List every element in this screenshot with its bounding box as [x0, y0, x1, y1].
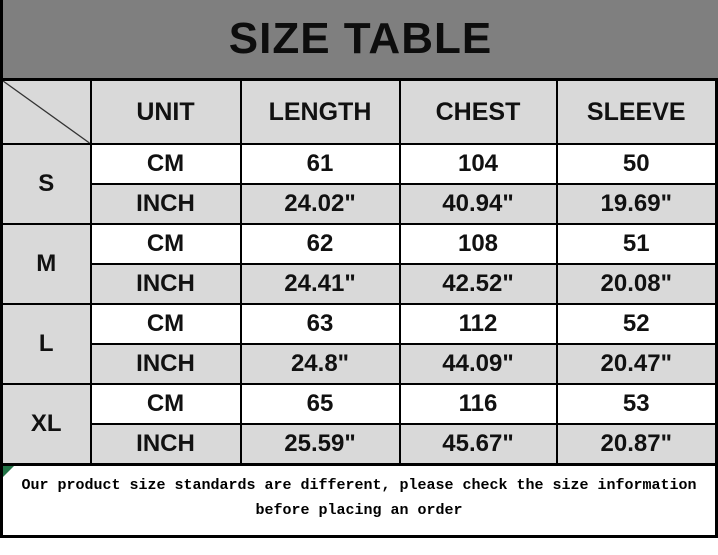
unit-cell: CM	[89, 303, 242, 345]
chest-cell: 44.09"	[398, 343, 558, 385]
title-band: SIZE TABLE	[0, 0, 718, 78]
size-label-s: S	[0, 143, 92, 225]
sleeve-cell: 50	[555, 143, 718, 185]
size-table: UNIT LENGTH CHEST SLEEVE S CM 61 104 50 …	[0, 78, 718, 466]
length-cell: 63	[239, 303, 401, 345]
note-line-1: Our product size standards are different…	[21, 477, 697, 494]
column-header-unit: UNIT	[89, 78, 242, 145]
size-note: Our product size standards are different…	[0, 466, 718, 538]
table-header-row: UNIT LENGTH CHEST SLEEVE	[0, 78, 718, 145]
column-header-length: LENGTH	[239, 78, 401, 145]
length-cell: 25.59"	[239, 423, 401, 466]
sleeve-cell: 19.69"	[555, 183, 718, 225]
unit-cell: CM	[89, 223, 242, 265]
table-row-xl-inch: INCH 25.59" 45.67" 20.87"	[2, 423, 718, 466]
page-title: SIZE TABLE	[228, 14, 493, 63]
sleeve-cell: 20.47"	[555, 343, 718, 385]
sleeve-cell: 20.08"	[555, 263, 718, 305]
chest-cell: 108	[398, 223, 558, 265]
unit-cell: INCH	[89, 343, 242, 385]
length-cell: 65	[239, 383, 401, 425]
table-row-xl-cm: XL CM 65 116 53	[0, 383, 718, 466]
table-row-s-cm: S CM 61 104 50	[0, 143, 718, 225]
chest-cell: 104	[398, 143, 558, 185]
table-row-m-cm: M CM 62 108 51	[0, 223, 718, 305]
column-header-chest: CHEST	[398, 78, 558, 145]
size-label-xl: XL	[0, 383, 92, 466]
sleeve-cell: 20.87"	[555, 423, 718, 466]
size-label-l: L	[0, 303, 92, 385]
length-cell: 24.02"	[239, 183, 401, 225]
chest-cell: 112	[398, 303, 558, 345]
chest-cell: 42.52"	[398, 263, 558, 305]
table-row-s-inch: INCH 24.02" 40.94" 19.69"	[2, 183, 718, 225]
column-header-sleeve: SLEEVE	[555, 78, 718, 145]
table-row-m-inch: INCH 24.41" 42.52" 20.08"	[2, 263, 718, 305]
sleeve-cell: 53	[555, 383, 718, 425]
length-cell: 24.8"	[239, 343, 401, 385]
note-line-2: before placing an order	[255, 502, 463, 519]
unit-cell: INCH	[89, 263, 242, 305]
unit-cell: CM	[89, 383, 242, 425]
table-row-l-inch: INCH 24.8" 44.09" 20.47"	[2, 343, 718, 385]
table-row-l-cm: L CM 63 112 52	[0, 303, 718, 385]
chest-cell: 45.67"	[398, 423, 558, 466]
length-cell: 24.41"	[239, 263, 401, 305]
sleeve-cell: 51	[555, 223, 718, 265]
unit-cell: INCH	[89, 183, 242, 225]
diagonal-divider-icon	[3, 81, 90, 143]
length-cell: 61	[239, 143, 401, 185]
unit-cell: INCH	[89, 423, 242, 466]
chest-cell: 116	[398, 383, 558, 425]
sleeve-cell: 52	[555, 303, 718, 345]
size-label-m: M	[0, 223, 92, 305]
chest-cell: 40.94"	[398, 183, 558, 225]
length-cell: 62	[239, 223, 401, 265]
cell-corner-marker-icon	[3, 466, 14, 477]
unit-cell: CM	[89, 143, 242, 185]
corner-cell	[0, 78, 92, 145]
